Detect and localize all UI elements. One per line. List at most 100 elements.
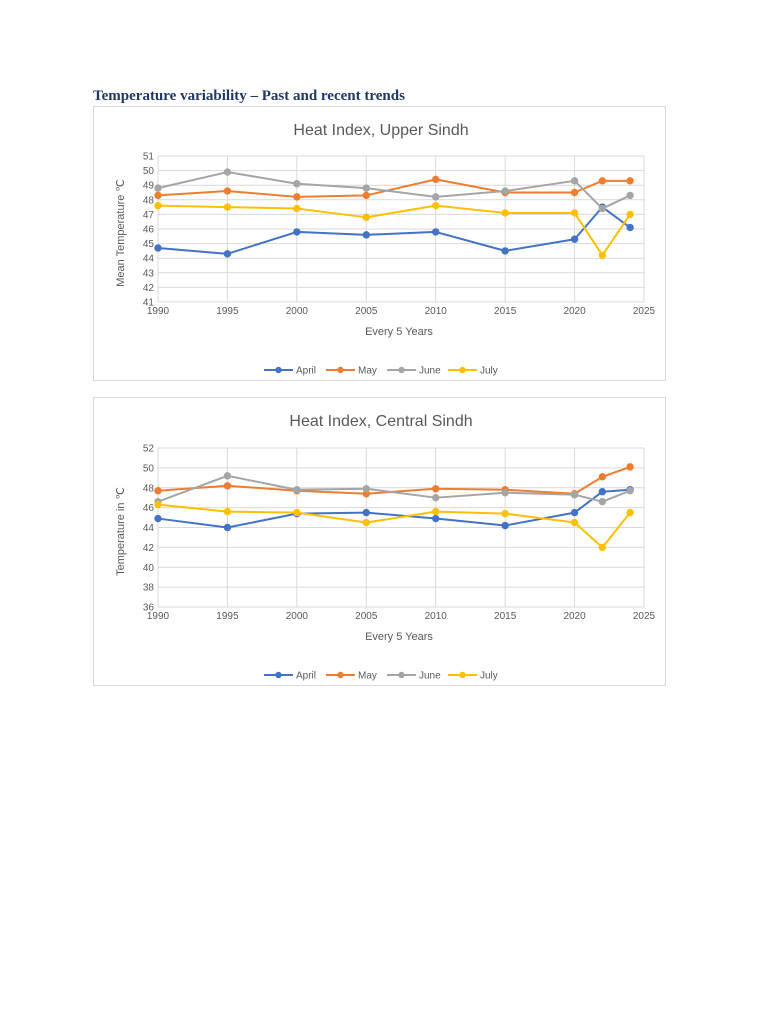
data-point: [570, 209, 579, 217]
page-heading: Temperature variability – Past and recen…: [93, 88, 405, 104]
chart-central-sindh-svg: Heat Index, Central Sindh 36 38 40 42 44 46 48 5…: [115, 413, 656, 682]
data-point: [432, 201, 440, 210]
y-tick-label: 48: [143, 483, 155, 494]
y-tick-label: 43: [143, 268, 155, 279]
series-may: [154, 175, 634, 201]
legend-swatch-marker: [459, 671, 466, 679]
data-point: [501, 521, 509, 530]
x-tick-label: 1995: [216, 611, 239, 622]
data-point: [501, 209, 509, 217]
legend-label: May: [358, 366, 377, 377]
legend-label: July: [480, 671, 498, 682]
y-tick-label: 48: [143, 195, 155, 206]
legend-swatch-marker: [459, 366, 466, 374]
data-point: [362, 231, 370, 239]
y-tick-label: 42: [143, 543, 155, 554]
data-point: [154, 184, 162, 192]
legend-label: June: [419, 671, 441, 682]
data-point: [598, 473, 607, 481]
data-point: [598, 497, 607, 506]
legend-swatch-marker: [398, 671, 405, 679]
y-tick-label: 52: [143, 444, 155, 455]
legend-swatch-marker: [337, 671, 344, 679]
y-axis-label: Temperature in ℃: [115, 487, 127, 576]
series-line: [157, 204, 631, 257]
legend-label: April: [296, 366, 316, 377]
legend: April May June July: [264, 671, 498, 682]
y-tick-label: 36: [143, 603, 155, 614]
legend-label: June: [419, 366, 441, 377]
y-tick-label: 45: [143, 239, 155, 250]
grid: [157, 155, 645, 303]
data-point: [598, 204, 607, 213]
x-tick-label: 2020: [563, 611, 586, 622]
legend-label: April: [296, 671, 316, 682]
x-axis-label: Every 5 Years: [365, 326, 433, 338]
data-point: [223, 250, 232, 258]
x-tick-label: 1990: [147, 611, 170, 622]
data-point: [223, 507, 232, 516]
x-tick-label: 2025: [633, 306, 656, 317]
series-june: [154, 472, 634, 506]
data-point: [626, 223, 634, 232]
data-point: [362, 191, 370, 200]
y-tick-label: 49: [143, 181, 155, 192]
data-point: [154, 244, 162, 252]
data-point: [570, 491, 579, 499]
y-tick-label: 41: [143, 298, 155, 309]
legend-swatch-marker: [275, 366, 282, 374]
y-tick-label: 38: [143, 583, 155, 594]
data-point: [223, 523, 232, 532]
x-tick-label: 2000: [286, 306, 309, 317]
y-tick-label: 50: [143, 463, 155, 474]
x-tick-label: 2010: [425, 306, 448, 317]
data-point: [626, 177, 634, 185]
data-point: [293, 193, 301, 201]
legend-item-may: May: [326, 671, 377, 682]
x-tick-label: 2000: [286, 611, 309, 622]
legend-swatch-marker: [275, 671, 282, 679]
series-june: [154, 168, 634, 213]
data-point: [432, 507, 440, 516]
legend-item-may: May: [326, 366, 377, 377]
data-point: [501, 509, 509, 518]
data-point: [626, 463, 634, 471]
data-point: [626, 191, 634, 200]
data-point: [154, 191, 162, 200]
legend-swatch-marker: [398, 366, 405, 374]
data-point: [154, 487, 162, 495]
data-point: [570, 518, 579, 527]
data-point: [154, 201, 162, 210]
chart-title: Heat Index, Central Sindh: [289, 413, 472, 430]
x-tick-label: 2005: [355, 306, 378, 317]
y-tick-label: 50: [143, 166, 155, 177]
legend-item-july: July: [448, 671, 498, 682]
data-point: [432, 514, 440, 523]
data-point: [362, 184, 370, 192]
series-july: [154, 201, 634, 259]
y-axis-label: Mean Temperature ℃: [115, 179, 127, 287]
legend-item-april: April: [264, 366, 316, 377]
data-point: [362, 518, 370, 527]
legend: April May June July: [264, 366, 498, 377]
y-tick-label: 44: [143, 254, 155, 265]
series-july: [154, 500, 634, 552]
data-point: [223, 203, 232, 211]
data-point: [570, 188, 579, 197]
chart-upper-sindh: Heat Index, Upper Sindh 41 42 43 44 45 46 47 48 4…: [93, 106, 666, 381]
data-point: [501, 187, 509, 195]
data-point: [432, 175, 440, 184]
y-tick-label: 42: [143, 283, 155, 294]
y-tick-label: 46: [143, 503, 155, 514]
x-tick-label: 2005: [355, 611, 378, 622]
data-point: [598, 177, 607, 185]
series-line: [157, 465, 631, 495]
x-axis-label: Every 5 Years: [365, 631, 433, 643]
x-tick-label: 1995: [216, 306, 239, 317]
x-tick-label: 2015: [494, 611, 517, 622]
chart-upper-sindh-svg: Heat Index, Upper Sindh 41 42 43 44 45 46 47 48 4…: [115, 122, 656, 377]
data-point: [293, 204, 301, 213]
legend-label: May: [358, 671, 377, 682]
x-tick-label: 2010: [425, 611, 448, 622]
data-point: [570, 177, 579, 185]
